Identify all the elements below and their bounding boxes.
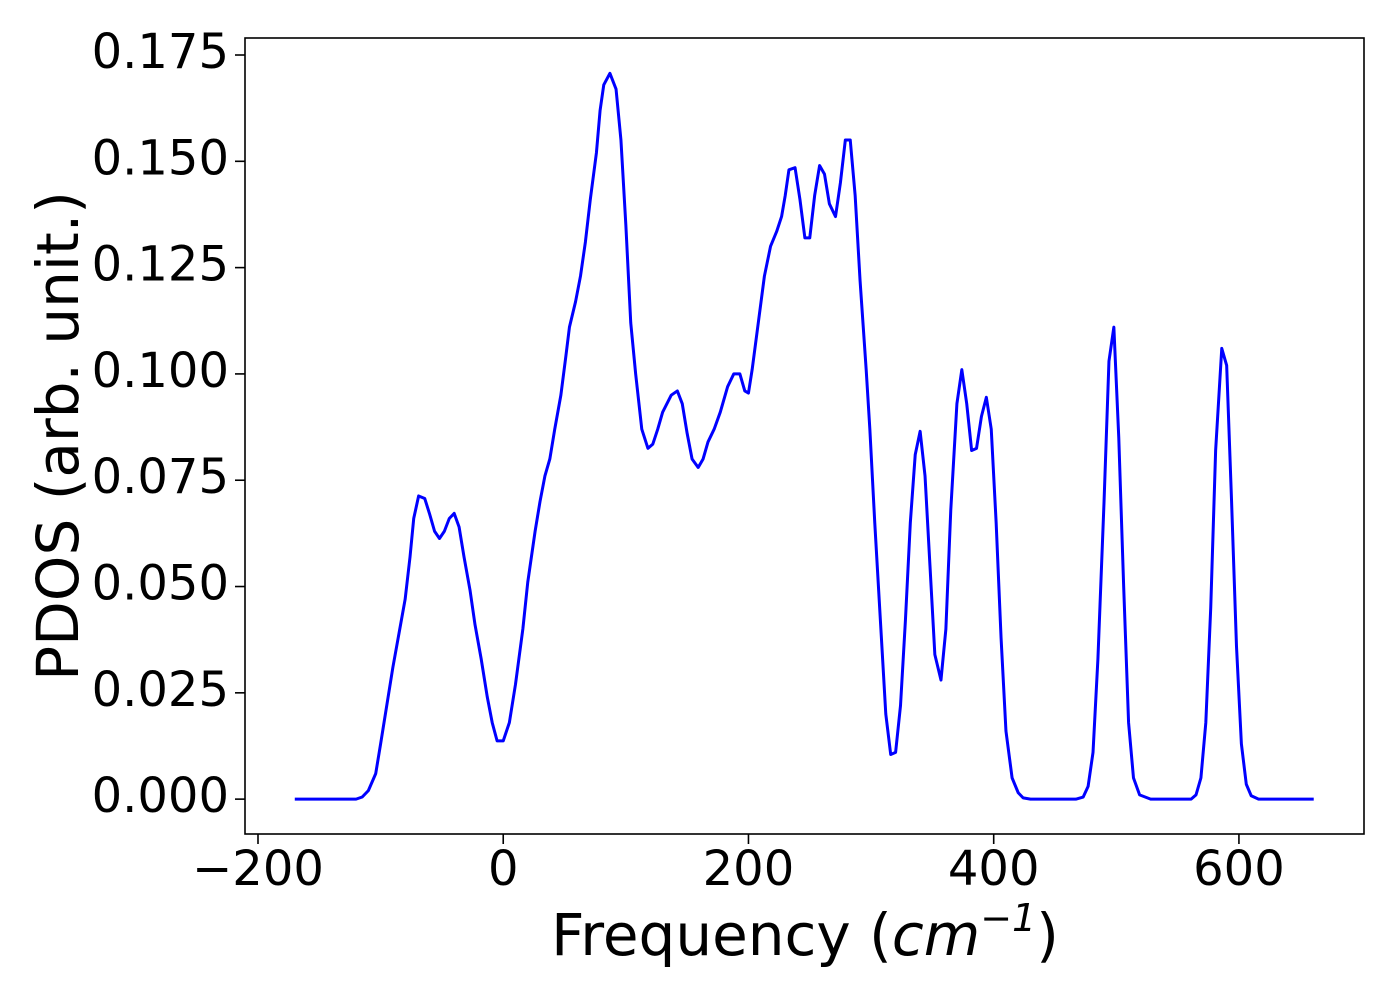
y-tick-label: 0.175	[92, 24, 229, 80]
x-tick-label: 600	[1193, 841, 1285, 897]
x-label-unit: cm	[892, 901, 980, 969]
x-label-text: Frequency (	[551, 901, 892, 969]
x-tick-label: 0	[488, 841, 519, 897]
y-tick-label: 0.050	[92, 556, 229, 612]
x-axis-label: Frequency (cm−1)	[551, 896, 1059, 969]
y-tick-label: 0.075	[92, 449, 229, 505]
y-tick-label: 0.125	[92, 237, 229, 293]
y-axis-label: PDOS (arb. unit.)	[24, 191, 92, 681]
x-tick-label: −200	[192, 841, 324, 897]
y-tick-label: 0.000	[92, 768, 229, 824]
x-label-exponent: −1	[980, 896, 1036, 940]
y-tick-label: 0.150	[92, 130, 229, 186]
line	[294, 71, 1314, 801]
x-tick-label: 200	[703, 841, 795, 897]
y-tick-label: 0.025	[92, 662, 229, 718]
x-tick-label: 400	[948, 841, 1040, 897]
y-tick-label: 0.100	[92, 343, 229, 399]
plot-frame	[244, 37, 1365, 835]
x-label-close: )	[1036, 901, 1059, 969]
